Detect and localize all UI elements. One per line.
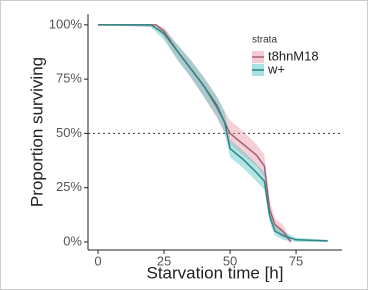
x-tick-label: 50 xyxy=(223,253,237,268)
y-tick-label: 25% xyxy=(56,179,82,194)
y-tick-label: 100% xyxy=(49,16,83,31)
y-tick-label: 0% xyxy=(63,233,82,248)
confidence-band xyxy=(243,131,257,166)
x-tick-label: 75 xyxy=(289,253,303,268)
legend-label: t8hnM18 xyxy=(268,48,319,63)
x-tick-label: 25 xyxy=(157,253,171,268)
x-tick-label: 0 xyxy=(94,253,101,268)
survival-line xyxy=(98,24,328,242)
legend-label: w+ xyxy=(267,61,285,76)
y-axis-title: Proportion surviving xyxy=(27,57,46,207)
confidence-band xyxy=(230,120,244,156)
legend-title: strata xyxy=(252,35,277,46)
confidence-band xyxy=(274,224,283,240)
x-axis-title: Starvation time [h] xyxy=(146,263,283,282)
y-tick-label: 75% xyxy=(56,71,82,86)
y-tick-label: 50% xyxy=(56,125,82,140)
